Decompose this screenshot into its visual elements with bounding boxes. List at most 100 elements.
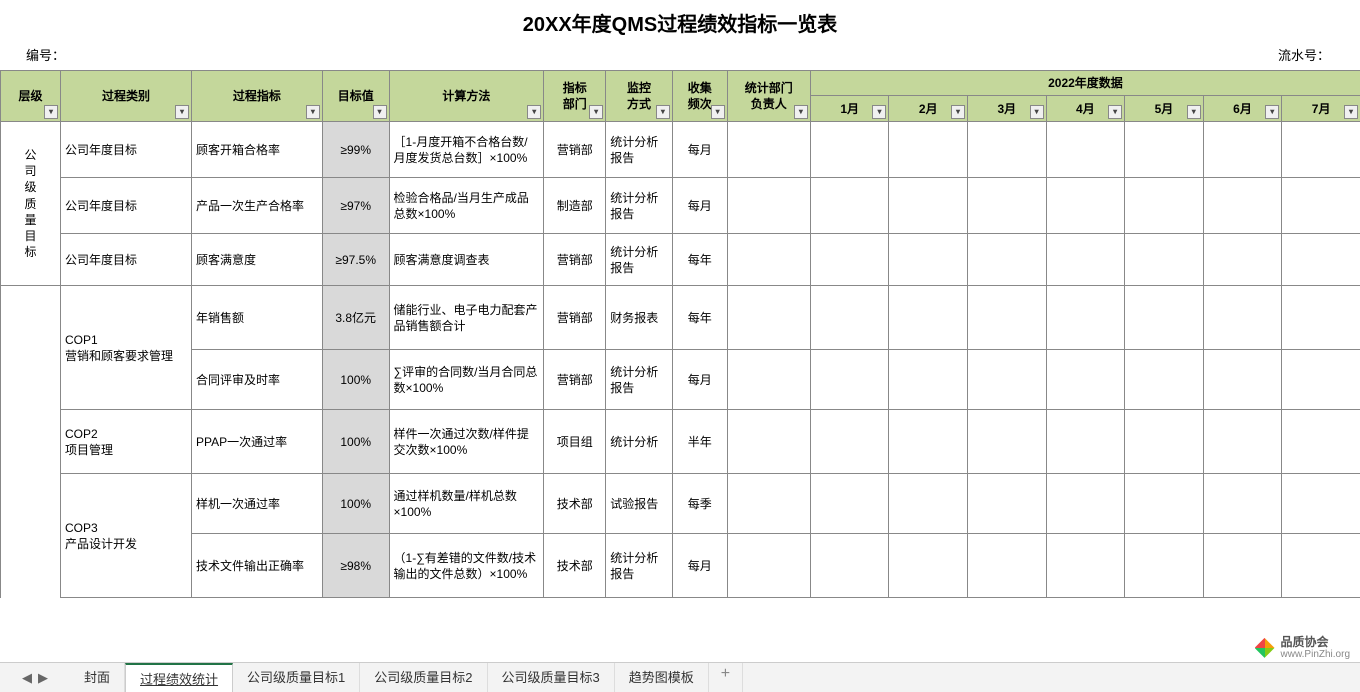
filter-arrow-icon[interactable]: ▾: [175, 105, 189, 119]
sheet-tab[interactable]: 公司级质量目标2: [360, 663, 487, 692]
month-cell[interactable]: [810, 474, 889, 534]
month-cell[interactable]: [1125, 234, 1204, 286]
month-cell[interactable]: [1125, 122, 1204, 178]
month-cell[interactable]: [810, 410, 889, 474]
col-dept[interactable]: 指标部门▾: [544, 71, 606, 122]
month-cell[interactable]: [1125, 534, 1204, 598]
tab-nav-next-icon[interactable]: ▶: [36, 670, 50, 686]
month-cell[interactable]: [1282, 410, 1360, 474]
dept-cell: 营销部: [544, 350, 606, 410]
col-month-3[interactable]: 3月▾: [968, 96, 1047, 122]
month-cell[interactable]: [1125, 350, 1204, 410]
month-cell[interactable]: [1046, 286, 1125, 350]
filter-arrow-icon[interactable]: ▾: [1344, 105, 1358, 119]
month-cell[interactable]: [1125, 474, 1204, 534]
filter-arrow-icon[interactable]: ▾: [1030, 105, 1044, 119]
col-month-2[interactable]: 2月▾: [889, 96, 968, 122]
filter-arrow-icon[interactable]: ▾: [1265, 105, 1279, 119]
month-cell[interactable]: [810, 350, 889, 410]
col-level[interactable]: 层级▾: [1, 71, 61, 122]
month-cell[interactable]: [1125, 410, 1204, 474]
month-cell[interactable]: [810, 534, 889, 598]
month-cell[interactable]: [968, 410, 1047, 474]
month-cell[interactable]: [1282, 286, 1360, 350]
month-cell[interactable]: [1282, 474, 1360, 534]
filter-arrow-icon[interactable]: ▾: [872, 105, 886, 119]
filter-arrow-icon[interactable]: ▾: [306, 105, 320, 119]
month-cell[interactable]: [1282, 534, 1360, 598]
filter-arrow-icon[interactable]: ▾: [589, 105, 603, 119]
table-row: 公司年度目标产品一次生产合格率≥97%检验合格品/当月生产成品总数×100%制造…: [1, 178, 1360, 234]
month-cell[interactable]: [1282, 122, 1360, 178]
col-month-5[interactable]: 5月▾: [1125, 96, 1204, 122]
filter-arrow-icon[interactable]: ▾: [1187, 105, 1201, 119]
month-cell[interactable]: [1125, 286, 1204, 350]
month-cell[interactable]: [1046, 474, 1125, 534]
month-cell[interactable]: [889, 534, 968, 598]
sheet-tab[interactable]: 趋势图模板: [615, 663, 709, 692]
month-cell[interactable]: [1282, 178, 1360, 234]
month-cell[interactable]: [810, 234, 889, 286]
month-cell[interactable]: [810, 122, 889, 178]
sheet-tab[interactable]: 过程绩效统计: [125, 663, 233, 692]
month-cell[interactable]: [968, 234, 1047, 286]
month-cell[interactable]: [889, 286, 968, 350]
month-cell[interactable]: [889, 122, 968, 178]
month-cell[interactable]: [968, 122, 1047, 178]
filter-arrow-icon[interactable]: ▾: [656, 105, 670, 119]
tab-nav[interactable]: ◀ ▶: [20, 670, 50, 686]
filter-arrow-icon[interactable]: ▾: [44, 105, 58, 119]
month-cell[interactable]: [1046, 350, 1125, 410]
month-cell[interactable]: [1282, 350, 1360, 410]
month-cell[interactable]: [810, 178, 889, 234]
add-sheet-button[interactable]: +: [709, 663, 743, 692]
filter-arrow-icon[interactable]: ▾: [951, 105, 965, 119]
month-cell[interactable]: [1203, 178, 1282, 234]
filter-arrow-icon[interactable]: ▾: [1108, 105, 1122, 119]
col-month-7[interactable]: 7月▾: [1282, 96, 1360, 122]
filter-arrow-icon[interactable]: ▾: [373, 105, 387, 119]
month-cell[interactable]: [1203, 410, 1282, 474]
month-cell[interactable]: [1046, 178, 1125, 234]
col-stats[interactable]: 统计部门负责人▾: [727, 71, 810, 122]
col-month-1[interactable]: 1月▾: [810, 96, 889, 122]
col-month-4[interactable]: 4月▾: [1046, 96, 1125, 122]
col-month-6[interactable]: 6月▾: [1203, 96, 1282, 122]
month-cell[interactable]: [1203, 534, 1282, 598]
tab-nav-prev-icon[interactable]: ◀: [20, 670, 34, 686]
month-cell[interactable]: [889, 178, 968, 234]
month-cell[interactable]: [1282, 234, 1360, 286]
month-cell[interactable]: [968, 534, 1047, 598]
month-cell[interactable]: [1125, 178, 1204, 234]
col-indicator[interactable]: 过程指标▾: [191, 71, 322, 122]
col-freq[interactable]: 收集频次▾: [672, 71, 727, 122]
col-method[interactable]: 计算方法▾: [389, 71, 544, 122]
month-cell[interactable]: [968, 474, 1047, 534]
month-cell[interactable]: [1203, 286, 1282, 350]
month-cell[interactable]: [1046, 410, 1125, 474]
month-cell[interactable]: [1046, 534, 1125, 598]
month-cell[interactable]: [1203, 234, 1282, 286]
col-category[interactable]: 过程类别▾: [61, 71, 192, 122]
sheet-tab[interactable]: 公司级质量目标1: [233, 663, 360, 692]
month-cell[interactable]: [968, 350, 1047, 410]
filter-arrow-icon[interactable]: ▾: [794, 105, 808, 119]
month-cell[interactable]: [889, 350, 968, 410]
month-cell[interactable]: [1046, 234, 1125, 286]
month-cell[interactable]: [1203, 122, 1282, 178]
month-cell[interactable]: [1203, 350, 1282, 410]
month-cell[interactable]: [1203, 474, 1282, 534]
filter-arrow-icon[interactable]: ▾: [711, 105, 725, 119]
sheet-tab[interactable]: 封面: [70, 663, 125, 692]
month-cell[interactable]: [889, 474, 968, 534]
month-cell[interactable]: [1046, 122, 1125, 178]
month-cell[interactable]: [968, 286, 1047, 350]
month-cell[interactable]: [889, 410, 968, 474]
col-monitor[interactable]: 监控方式▾: [606, 71, 673, 122]
col-target[interactable]: 目标值▾: [322, 71, 389, 122]
month-cell[interactable]: [889, 234, 968, 286]
month-cell[interactable]: [968, 178, 1047, 234]
filter-arrow-icon[interactable]: ▾: [527, 105, 541, 119]
sheet-tab[interactable]: 公司级质量目标3: [488, 663, 615, 692]
month-cell[interactable]: [810, 286, 889, 350]
